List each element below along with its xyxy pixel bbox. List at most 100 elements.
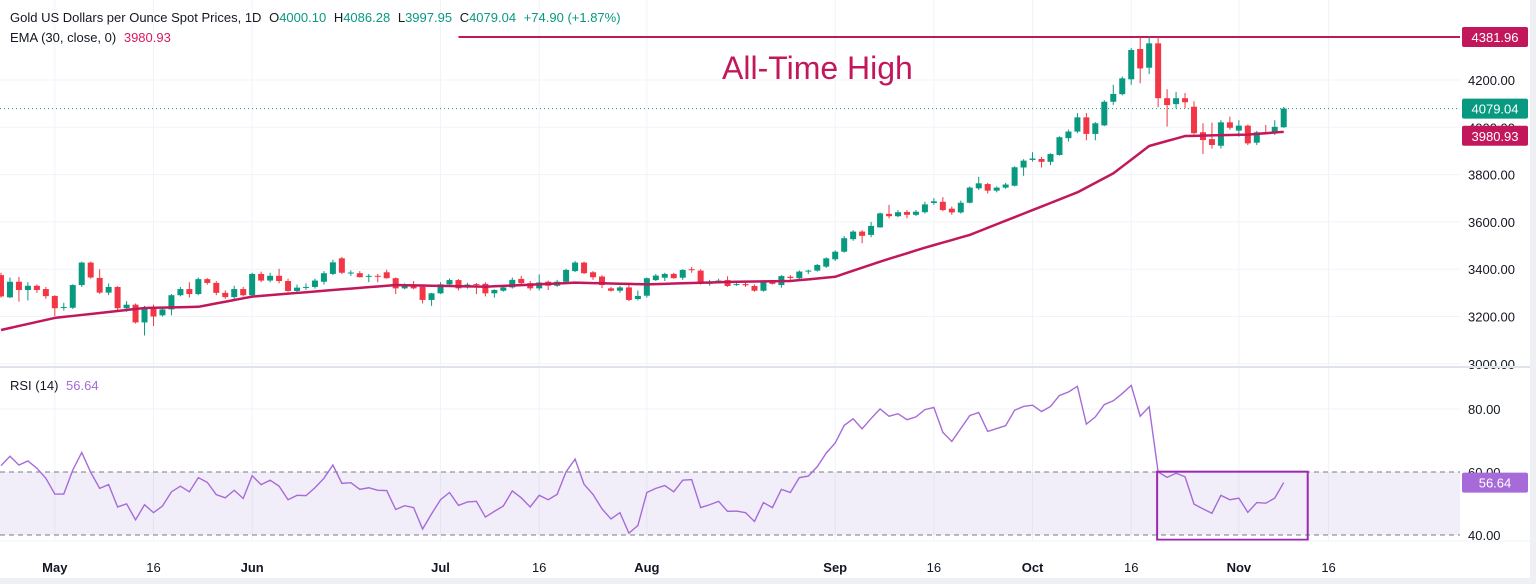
candle[interactable] <box>302 283 309 291</box>
candle[interactable] <box>42 286 49 299</box>
candle[interactable] <box>661 272 668 282</box>
candle[interactable] <box>841 236 848 253</box>
candle[interactable] <box>329 259 336 276</box>
candle[interactable] <box>643 277 650 298</box>
rsi-legend[interactable]: RSI (14) 56.64 <box>10 378 103 393</box>
candle[interactable] <box>383 269 390 279</box>
candle[interactable] <box>850 230 857 241</box>
candle[interactable] <box>975 176 982 190</box>
candle[interactable] <box>473 282 480 295</box>
candle[interactable] <box>545 280 552 291</box>
candle[interactable] <box>563 268 570 284</box>
candle[interactable] <box>751 284 758 292</box>
candle[interactable] <box>984 182 991 194</box>
candle[interactable] <box>482 282 489 297</box>
candle[interactable] <box>141 305 148 336</box>
candle[interactable] <box>356 271 363 278</box>
candle[interactable] <box>132 303 139 324</box>
candle[interactable] <box>895 210 901 218</box>
candle[interactable] <box>607 286 614 292</box>
candle[interactable] <box>240 286 247 297</box>
candle[interactable] <box>6 277 13 299</box>
candle[interactable] <box>258 271 265 283</box>
candle[interactable] <box>1119 76 1126 96</box>
candle[interactable] <box>204 278 211 285</box>
candle[interactable] <box>1280 106 1287 128</box>
candle[interactable] <box>231 285 238 300</box>
candle[interactable] <box>249 272 256 297</box>
candle[interactable] <box>491 289 498 298</box>
candle[interactable] <box>509 277 516 289</box>
candle[interactable] <box>814 263 821 272</box>
candle[interactable] <box>598 275 605 289</box>
candle[interactable] <box>1164 89 1171 127</box>
candle[interactable] <box>939 197 946 212</box>
candle[interactable] <box>742 282 749 287</box>
candle[interactable] <box>1038 156 1045 168</box>
candle[interactable] <box>195 277 202 296</box>
candle[interactable] <box>1065 129 1072 142</box>
candle[interactable] <box>60 302 67 311</box>
candle[interactable] <box>1137 37 1144 84</box>
candle[interactable] <box>859 230 866 244</box>
candle[interactable] <box>930 198 937 205</box>
candle[interactable] <box>590 271 597 280</box>
candle[interactable] <box>96 269 103 295</box>
candle[interactable] <box>276 268 283 284</box>
candle[interactable] <box>581 261 588 274</box>
candle[interactable] <box>903 210 910 219</box>
price-pane[interactable] <box>0 35 1460 336</box>
candle[interactable] <box>796 270 803 280</box>
candle[interactable] <box>760 281 767 292</box>
candle[interactable] <box>921 201 928 214</box>
candle[interactable] <box>1155 36 1162 108</box>
candle[interactable] <box>1047 153 1054 166</box>
candle[interactable] <box>966 186 973 204</box>
candle[interactable] <box>311 278 318 289</box>
candle[interactable] <box>1173 91 1180 109</box>
candle[interactable] <box>1128 48 1135 85</box>
candle[interactable] <box>625 284 632 302</box>
candle[interactable] <box>1146 36 1153 75</box>
candle[interactable] <box>1226 116 1233 130</box>
candle[interactable] <box>1011 166 1018 187</box>
candle[interactable] <box>1002 182 1009 189</box>
candle[interactable] <box>285 278 292 292</box>
candle[interactable] <box>832 250 839 261</box>
candle[interactable] <box>670 272 677 279</box>
rsi-pane[interactable] <box>0 384 1460 541</box>
candle[interactable] <box>267 272 274 283</box>
candle[interactable] <box>1029 152 1036 162</box>
candle[interactable] <box>536 274 543 291</box>
candle[interactable] <box>33 284 40 293</box>
candle[interactable] <box>634 290 641 301</box>
candle[interactable] <box>652 273 659 282</box>
candle[interactable] <box>0 272 4 298</box>
candle[interactable] <box>1182 93 1189 109</box>
candle[interactable] <box>347 270 354 276</box>
candle[interactable] <box>374 273 381 283</box>
candle[interactable] <box>338 256 345 274</box>
candle[interactable] <box>1191 101 1198 135</box>
candle[interactable] <box>993 186 1000 193</box>
candle[interactable] <box>105 283 112 296</box>
candle[interactable] <box>51 295 58 317</box>
candle[interactable] <box>168 294 175 316</box>
candle[interactable] <box>428 292 435 306</box>
candle[interactable] <box>518 275 525 285</box>
candle[interactable] <box>877 212 884 228</box>
candle[interactable] <box>365 273 372 283</box>
candle[interactable] <box>1199 123 1206 155</box>
candle[interactable] <box>787 275 794 280</box>
candle[interactable] <box>1110 84 1117 105</box>
candle[interactable] <box>1101 100 1108 127</box>
candle[interactable] <box>679 269 686 280</box>
candle[interactable] <box>1083 113 1090 141</box>
candle[interactable] <box>616 285 623 293</box>
candle[interactable] <box>437 282 444 295</box>
candle[interactable] <box>1020 159 1027 176</box>
candle[interactable] <box>87 261 94 279</box>
candle[interactable] <box>572 260 579 273</box>
candle[interactable] <box>823 257 830 269</box>
